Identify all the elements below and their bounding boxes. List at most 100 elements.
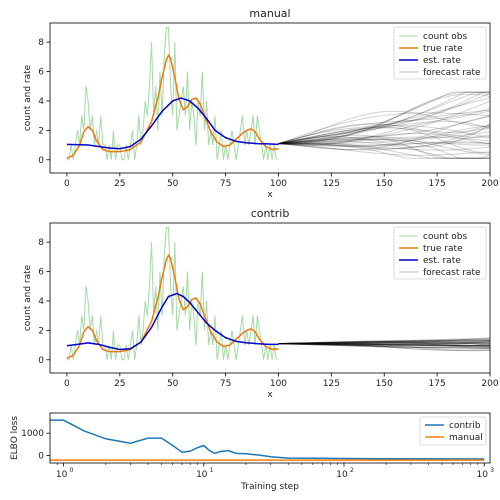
x-tick-label: 0 <box>64 379 70 389</box>
forecast-rate-sample <box>278 125 490 145</box>
x-tick-label: 150 <box>376 379 393 389</box>
forecast-rate-sample <box>278 124 490 148</box>
legend-label: forecast rate <box>423 68 481 78</box>
forecast-rate-sample <box>278 110 490 145</box>
legend-label: contrib <box>449 421 481 431</box>
x-tick-label: 150 <box>376 179 393 189</box>
forecast-rate-sample <box>278 131 490 145</box>
forecast-rate-sample <box>278 339 490 345</box>
legend-label: count obs <box>423 32 467 42</box>
forecast-rate-sample <box>278 126 490 145</box>
x-tick-label: 50 <box>167 179 179 189</box>
forecast-rate-sample <box>278 91 490 145</box>
forecast-rate-sample <box>278 341 490 345</box>
forecast-rate-sample <box>278 339 490 345</box>
x-tick-exponent: 0 <box>70 467 74 474</box>
count-obs-line <box>66 226 277 361</box>
chart-contrib: 0 25 50 75 100 125 150 175 200 0 2 4 6 8 contrib x count… <box>23 207 499 400</box>
legend-box <box>419 416 487 446</box>
forecast-rate-sample <box>278 338 490 345</box>
forecast-rate-sample <box>278 110 490 145</box>
forecast-rate-sample <box>278 340 490 345</box>
forecast-rate-sample <box>278 343 490 352</box>
x-axis-label: x <box>267 390 273 400</box>
est-rate-line <box>66 292 279 351</box>
forecast-rate-sample <box>278 93 490 145</box>
forecast-rate-sample <box>278 343 490 347</box>
chart-title: contrib <box>251 207 290 220</box>
forecast-rate-sample <box>278 343 490 352</box>
forecast-rate-sample <box>278 343 490 351</box>
forecast-rate-sample <box>278 134 490 151</box>
forecast-rate-sample <box>278 341 490 345</box>
forecast-rate-sample <box>278 142 490 151</box>
chart-manual: 0 25 50 75 100 125 150 175 200 0 2 4 6 8 manual x count … <box>23 7 499 200</box>
forecast-rate-sample <box>278 115 490 151</box>
forecast-rate-sample <box>278 141 490 147</box>
x-axis-label: x <box>267 190 273 200</box>
est-rate-line <box>66 97 279 150</box>
forecast-rate-sample <box>278 91 490 145</box>
legend: count obs true rate est. rate forecast rate <box>393 226 487 280</box>
forecast-rate-sample <box>278 337 490 345</box>
forecast-rate-sample <box>278 120 490 146</box>
forecast-rate-sample <box>278 340 490 345</box>
x-tick-label: 25 <box>114 379 125 389</box>
x-axis-label: Training step <box>240 482 299 492</box>
x-tick-label: 10 <box>336 470 348 480</box>
forecast-rate-sample <box>278 91 490 145</box>
forecast-rate-sample <box>278 339 490 345</box>
y-tick-label: 6 <box>38 268 44 278</box>
forecast-rate-sample <box>278 100 490 145</box>
forecast-rate-sample <box>278 340 490 345</box>
forecast-rate-sample <box>278 112 490 145</box>
forecast-rate-sample <box>278 339 490 345</box>
x-tick-label: 125 <box>323 179 340 189</box>
forecast-rate-sample <box>278 132 490 145</box>
forecast-rate-sample <box>278 343 490 346</box>
forecast-rate-sample <box>278 109 490 145</box>
legend-label: true rate <box>423 244 463 254</box>
forecast-rate-sample <box>278 142 490 159</box>
legend-label: est. rate <box>423 256 461 266</box>
forecast-rate-sample <box>278 136 490 155</box>
forecast-rate-sample <box>278 136 490 145</box>
forecast-rate-sample <box>278 91 490 145</box>
x-tick-exponent: 1 <box>210 467 214 474</box>
forecast-rate-sample <box>278 342 490 346</box>
forecast-rate-sample <box>278 134 490 159</box>
y-tick-label: 8 <box>38 238 44 248</box>
y-tick-label: 0 <box>38 356 44 366</box>
x-tick-label: 100 <box>270 379 287 389</box>
forecast-rate-sample <box>278 343 490 347</box>
legend-label: count obs <box>423 232 467 242</box>
count-obs-line <box>66 26 277 161</box>
x-tick-label: 10 <box>476 470 488 480</box>
forecast-rate-sample <box>278 338 490 345</box>
plot-area <box>66 26 490 161</box>
y-tick-label: 1000 <box>21 429 44 439</box>
y-tick-label: 2 <box>38 326 44 336</box>
forecast-rate-sample <box>278 126 490 145</box>
legend-box <box>393 26 487 80</box>
forecast-rate-sample <box>278 343 490 348</box>
legend-label: forecast rate <box>423 268 481 278</box>
forecast-rate-sample <box>278 339 490 345</box>
forecast-rate-sample <box>278 341 490 346</box>
forecast-rate-sample <box>278 143 490 156</box>
forecast-rate-sample <box>278 341 490 348</box>
legend-label: manual <box>449 433 483 443</box>
legend: contrib manual <box>419 416 487 446</box>
x-tick-label: 175 <box>429 179 446 189</box>
forecast-rate-sample <box>278 127 490 150</box>
y-tick-label: 4 <box>38 97 44 107</box>
forecast-rate-sample <box>278 123 490 145</box>
forecast-rate-sample <box>278 97 490 145</box>
forecast-rate-sample <box>278 342 490 346</box>
y-tick-label: 0 <box>38 156 44 166</box>
x-tick-label: 0 <box>64 179 70 189</box>
y-tick-label: 4 <box>38 297 44 307</box>
forecast-rate-sample <box>278 343 490 348</box>
x-tick-label: 10 <box>196 470 208 480</box>
